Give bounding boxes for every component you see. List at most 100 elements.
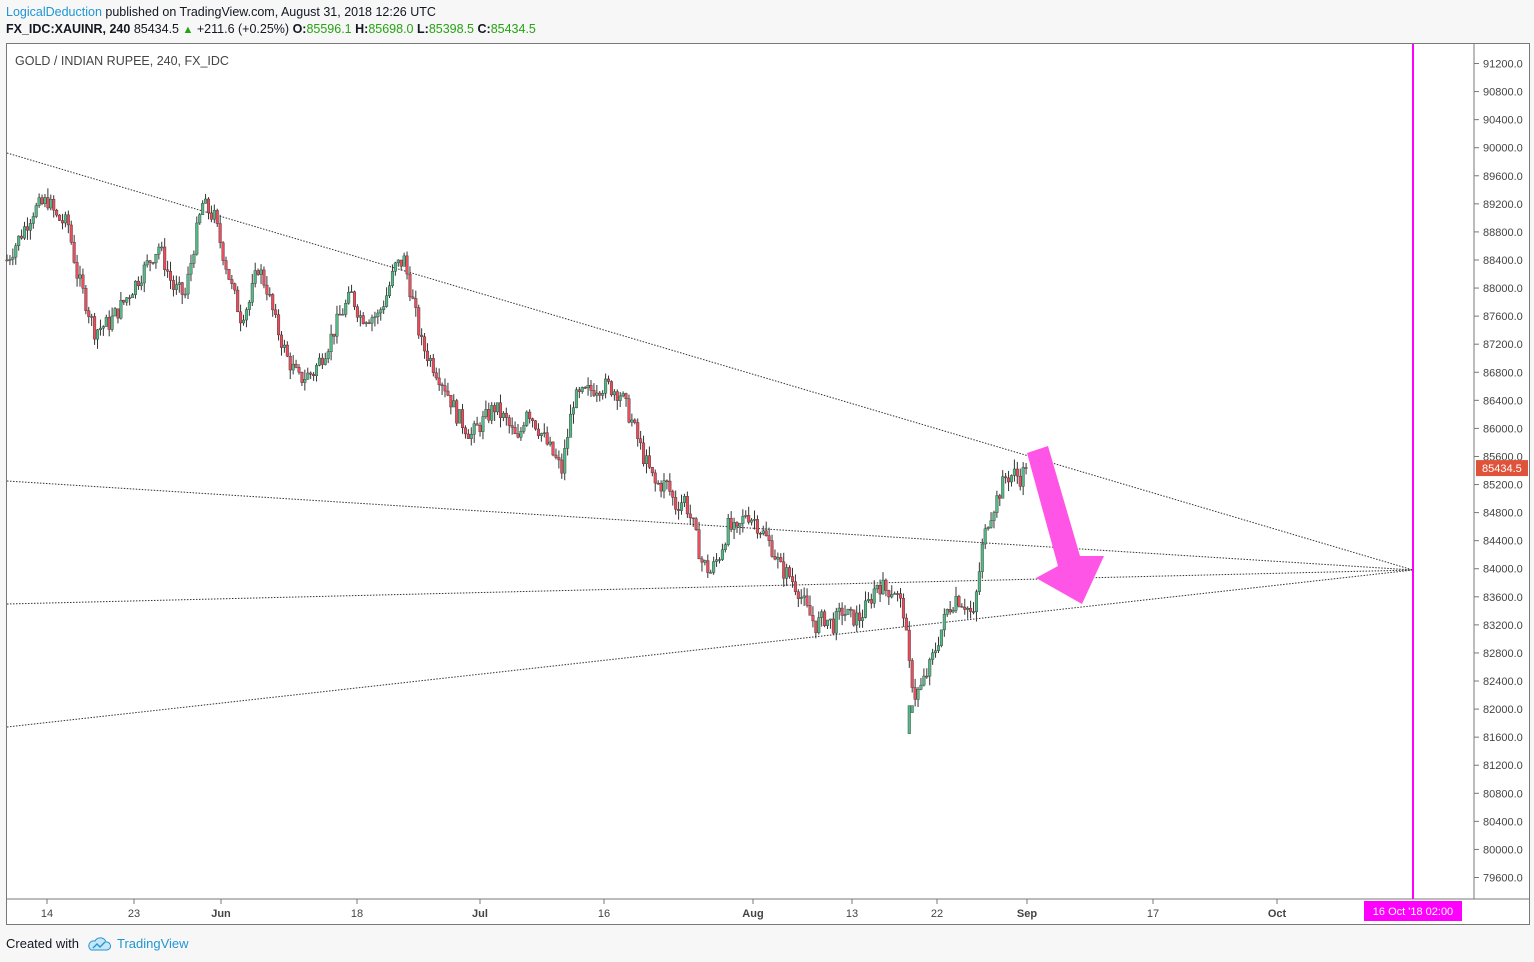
candle-body — [72, 241, 76, 263]
candle-body — [1015, 468, 1019, 477]
candle-body — [1004, 476, 1008, 479]
candle-body — [814, 620, 818, 633]
candle-body — [66, 214, 70, 226]
candle-body — [907, 629, 911, 661]
candle-body — [942, 614, 946, 631]
candle-body — [916, 688, 920, 700]
candle-body — [396, 259, 400, 264]
candle-body — [715, 559, 719, 562]
candle-body — [90, 316, 94, 318]
candle-body — [866, 599, 870, 602]
candle-body — [884, 579, 888, 591]
candle-body — [893, 593, 897, 595]
change-value: +211.6 (+0.25%) — [196, 22, 290, 36]
candle-body — [472, 423, 476, 435]
candle-body — [458, 409, 462, 424]
candle-body — [60, 220, 64, 224]
high-label: H: — [355, 22, 369, 36]
candle-body — [501, 412, 505, 418]
candle-body — [25, 226, 29, 231]
candle-body — [496, 402, 500, 413]
candle-body — [177, 282, 181, 285]
candle-body — [390, 271, 394, 286]
chart-frame[interactable] — [6, 43, 1530, 925]
candle-body — [145, 260, 149, 266]
candle-body — [878, 585, 882, 595]
y-tick-label: 88400.0 — [1483, 255, 1523, 267]
candle-body — [329, 333, 333, 352]
candle-body — [481, 416, 485, 432]
candle-body — [204, 198, 208, 204]
candle-body — [341, 314, 345, 316]
candle-body — [408, 273, 412, 298]
candle-body — [717, 559, 721, 561]
candle-body — [116, 308, 120, 319]
tradingview-cloud-icon[interactable] — [87, 936, 111, 951]
candle-body — [125, 297, 129, 303]
candle-body — [945, 609, 949, 615]
candle-body — [256, 270, 260, 275]
candle-body — [811, 615, 815, 622]
candle-body — [425, 350, 429, 361]
candle-body — [834, 611, 838, 634]
candle-body — [253, 270, 257, 284]
published-text: published on TradingView.com, August 31,… — [101, 5, 436, 19]
candle-body — [504, 412, 508, 418]
last-price-label: 85434.5 — [1482, 463, 1522, 475]
candle-body — [989, 520, 993, 528]
ohlc-legend: FX_IDC:XAUINR, 240 85434.5 ▲ +211.6 (+0.… — [6, 21, 536, 39]
candle-body — [46, 197, 50, 209]
candle-body — [823, 611, 827, 626]
candle-body — [887, 590, 891, 598]
candle-body — [820, 611, 824, 618]
candle-body — [361, 315, 365, 324]
candle-body — [393, 262, 397, 272]
candle-body — [52, 198, 56, 211]
candle-body — [703, 560, 707, 563]
candle-body — [723, 544, 727, 550]
candle-body — [863, 600, 867, 618]
candle-body — [323, 358, 327, 365]
trendline-3 — [6, 569, 1414, 605]
candle-body — [20, 235, 24, 239]
candle-body — [227, 269, 231, 280]
open-value: 85596.1 — [306, 22, 352, 36]
marker-date-tag — [1364, 901, 1462, 921]
close-label: C: — [477, 22, 491, 36]
candle-body — [1021, 467, 1025, 487]
last-price-tag — [1476, 460, 1528, 477]
candle-body — [545, 432, 549, 445]
candle-body — [755, 519, 759, 534]
candle-body — [566, 437, 570, 449]
candle-body — [770, 540, 774, 557]
candle-body — [571, 407, 575, 415]
author-link[interactable]: LogicalDeduction — [6, 5, 102, 19]
candle-body — [992, 512, 996, 521]
y-tick-label: 80400.0 — [1483, 816, 1523, 828]
candle-body — [706, 560, 710, 573]
candle-body — [901, 597, 905, 619]
candle-body — [522, 425, 526, 432]
candle-body — [1012, 468, 1016, 476]
tradingview-link[interactable]: TradingView — [116, 936, 189, 951]
candle-body — [539, 433, 543, 436]
last-price: 85434.5 — [133, 22, 180, 36]
y-tick-label: 90400.0 — [1483, 115, 1523, 127]
candle-body — [528, 411, 532, 419]
candle-body — [1009, 475, 1013, 483]
candle-body — [315, 365, 319, 376]
candle-body — [282, 344, 286, 348]
candle-body — [516, 433, 520, 438]
candle-body — [28, 223, 32, 231]
candle-body — [934, 650, 938, 654]
candle-body — [966, 608, 970, 610]
candle-body — [726, 518, 730, 545]
candle-body — [741, 516, 745, 524]
candle-body — [519, 431, 523, 438]
candle-body — [405, 255, 409, 275]
candle-body — [767, 535, 771, 541]
candle-body — [43, 197, 47, 204]
candle-body — [998, 495, 1002, 499]
candle-body — [297, 367, 301, 373]
